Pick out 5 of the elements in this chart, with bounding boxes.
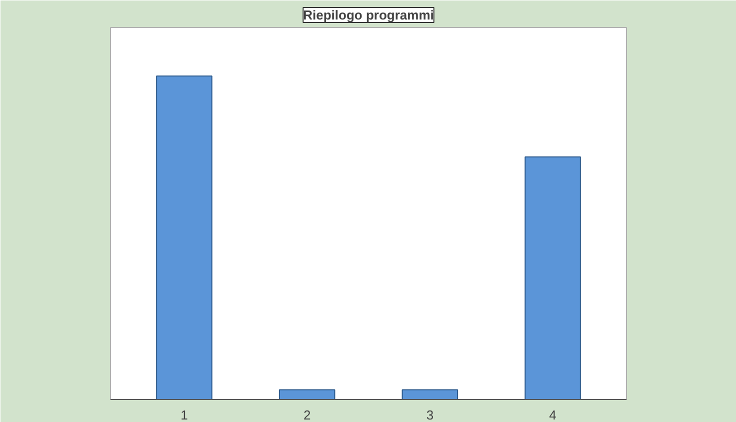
x-tick-label: 4 [549,408,556,422]
chart-title: Riepilogo programmi [303,8,434,22]
x-tick-label: 2 [303,408,311,422]
x-tick-label: 1 [180,408,188,422]
x-tick-label: 3 [426,408,434,422]
